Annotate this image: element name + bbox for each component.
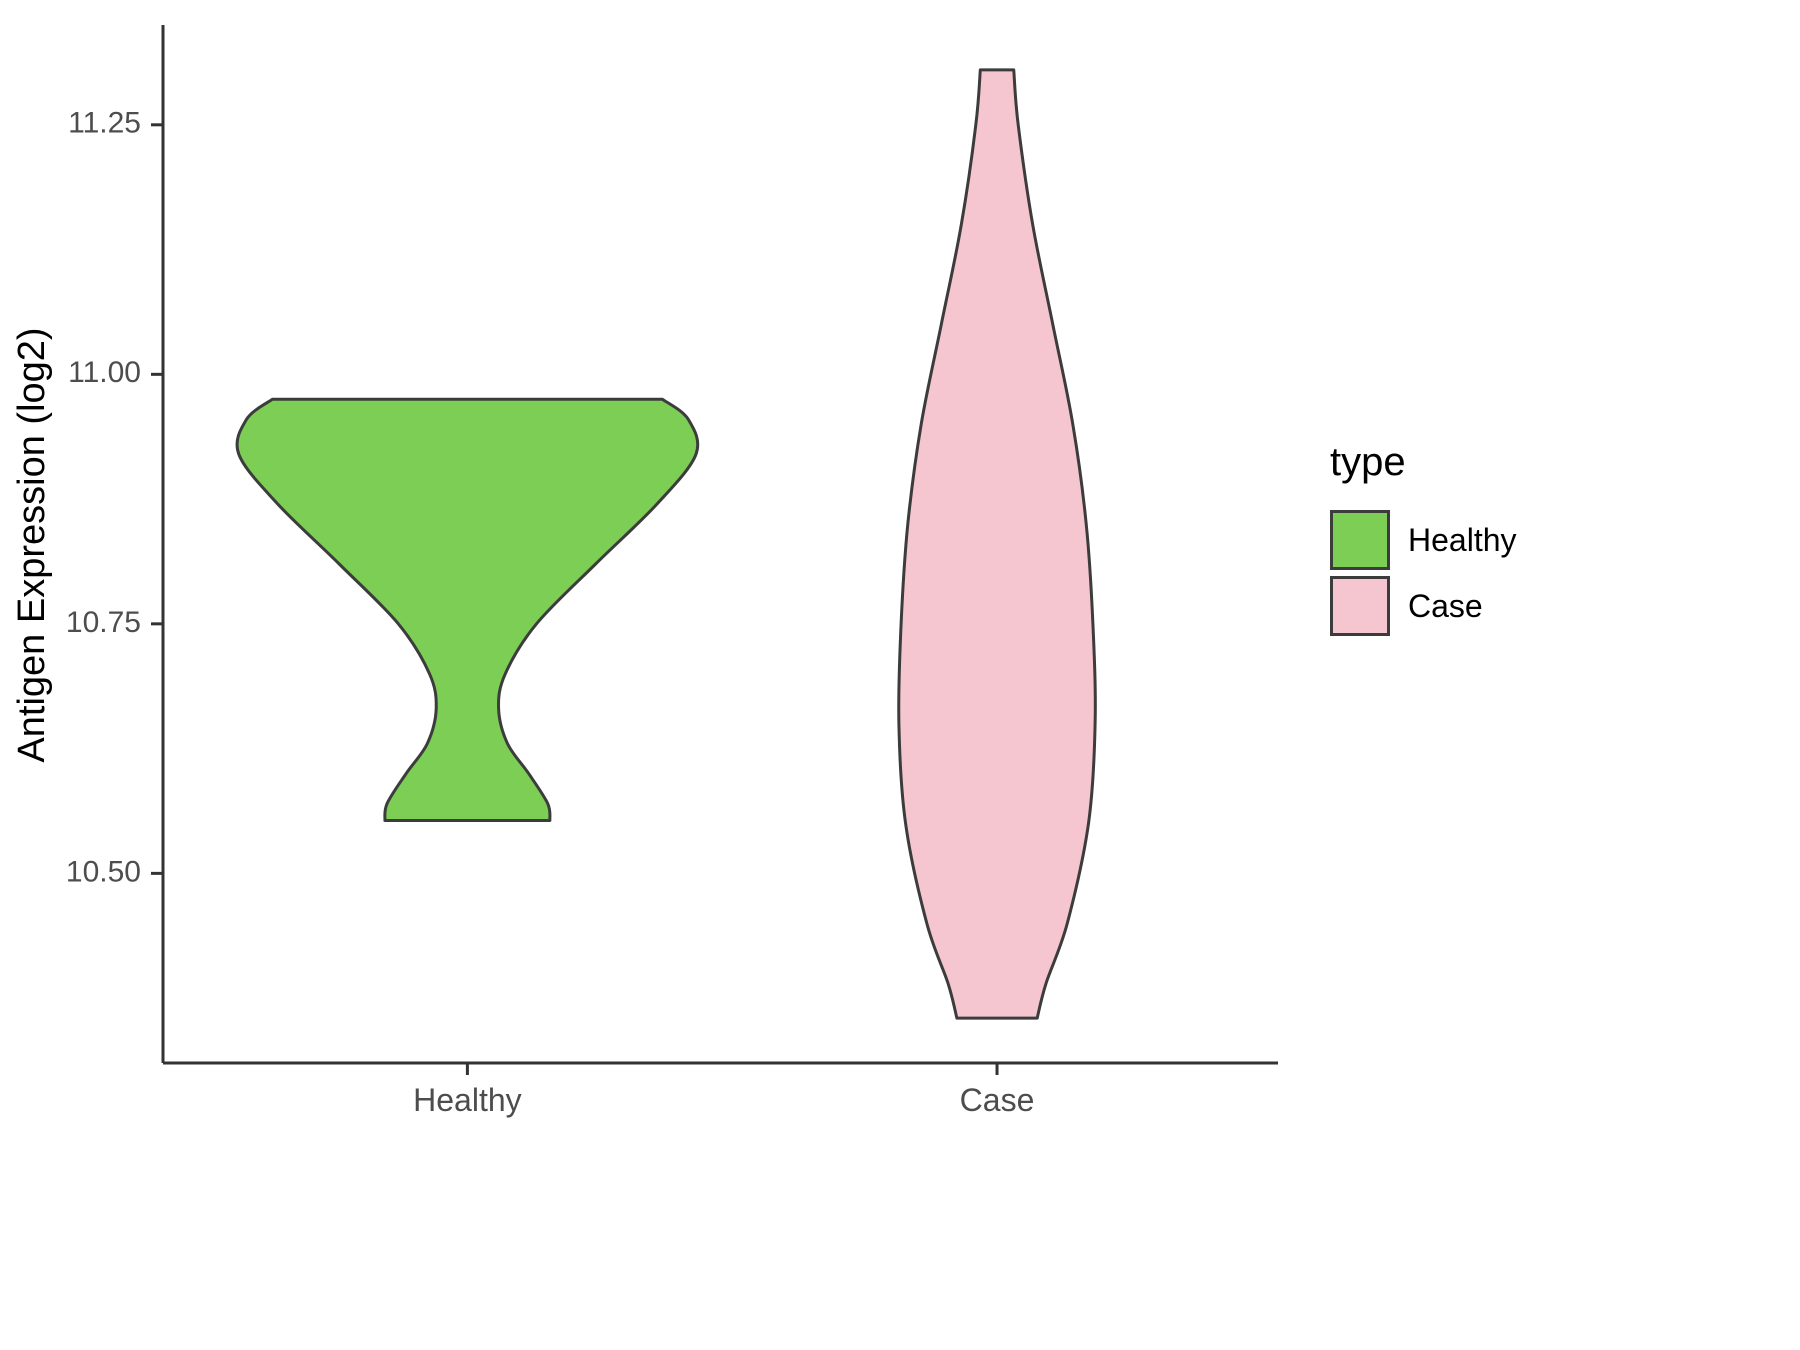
legend-title: type	[1330, 440, 1406, 484]
axes	[161, 25, 1278, 1065]
legend: type Healthy Case	[1330, 440, 1517, 639]
y-axis-ticks: 10.50 10.75 11.00 11.25	[66, 107, 163, 888]
legend-swatch-healthy	[1330, 510, 1390, 570]
x-axis-ticks: Healthy Case	[413, 1063, 1034, 1118]
y-tick-label: 10.75	[66, 606, 141, 639]
legend-label-case: Case	[1408, 587, 1483, 624]
violin-healthy	[235, 397, 700, 822]
legend-label-healthy: Healthy	[1408, 521, 1517, 558]
violin-case	[897, 68, 1097, 1020]
legend-item-healthy: Healthy	[1330, 507, 1517, 573]
y-axis-title: Antigen Expression (log2)	[11, 327, 53, 762]
x-tick-label: Healthy	[413, 1082, 522, 1118]
x-tick-label: Case	[960, 1082, 1035, 1118]
legend-item-case: Case	[1330, 573, 1517, 639]
y-tick-label: 11.25	[68, 107, 141, 140]
violins	[235, 68, 1097, 1020]
y-tick-label: 10.50	[66, 855, 141, 888]
y-tick-label: 11.00	[68, 356, 141, 389]
legend-swatch-case	[1330, 576, 1390, 636]
